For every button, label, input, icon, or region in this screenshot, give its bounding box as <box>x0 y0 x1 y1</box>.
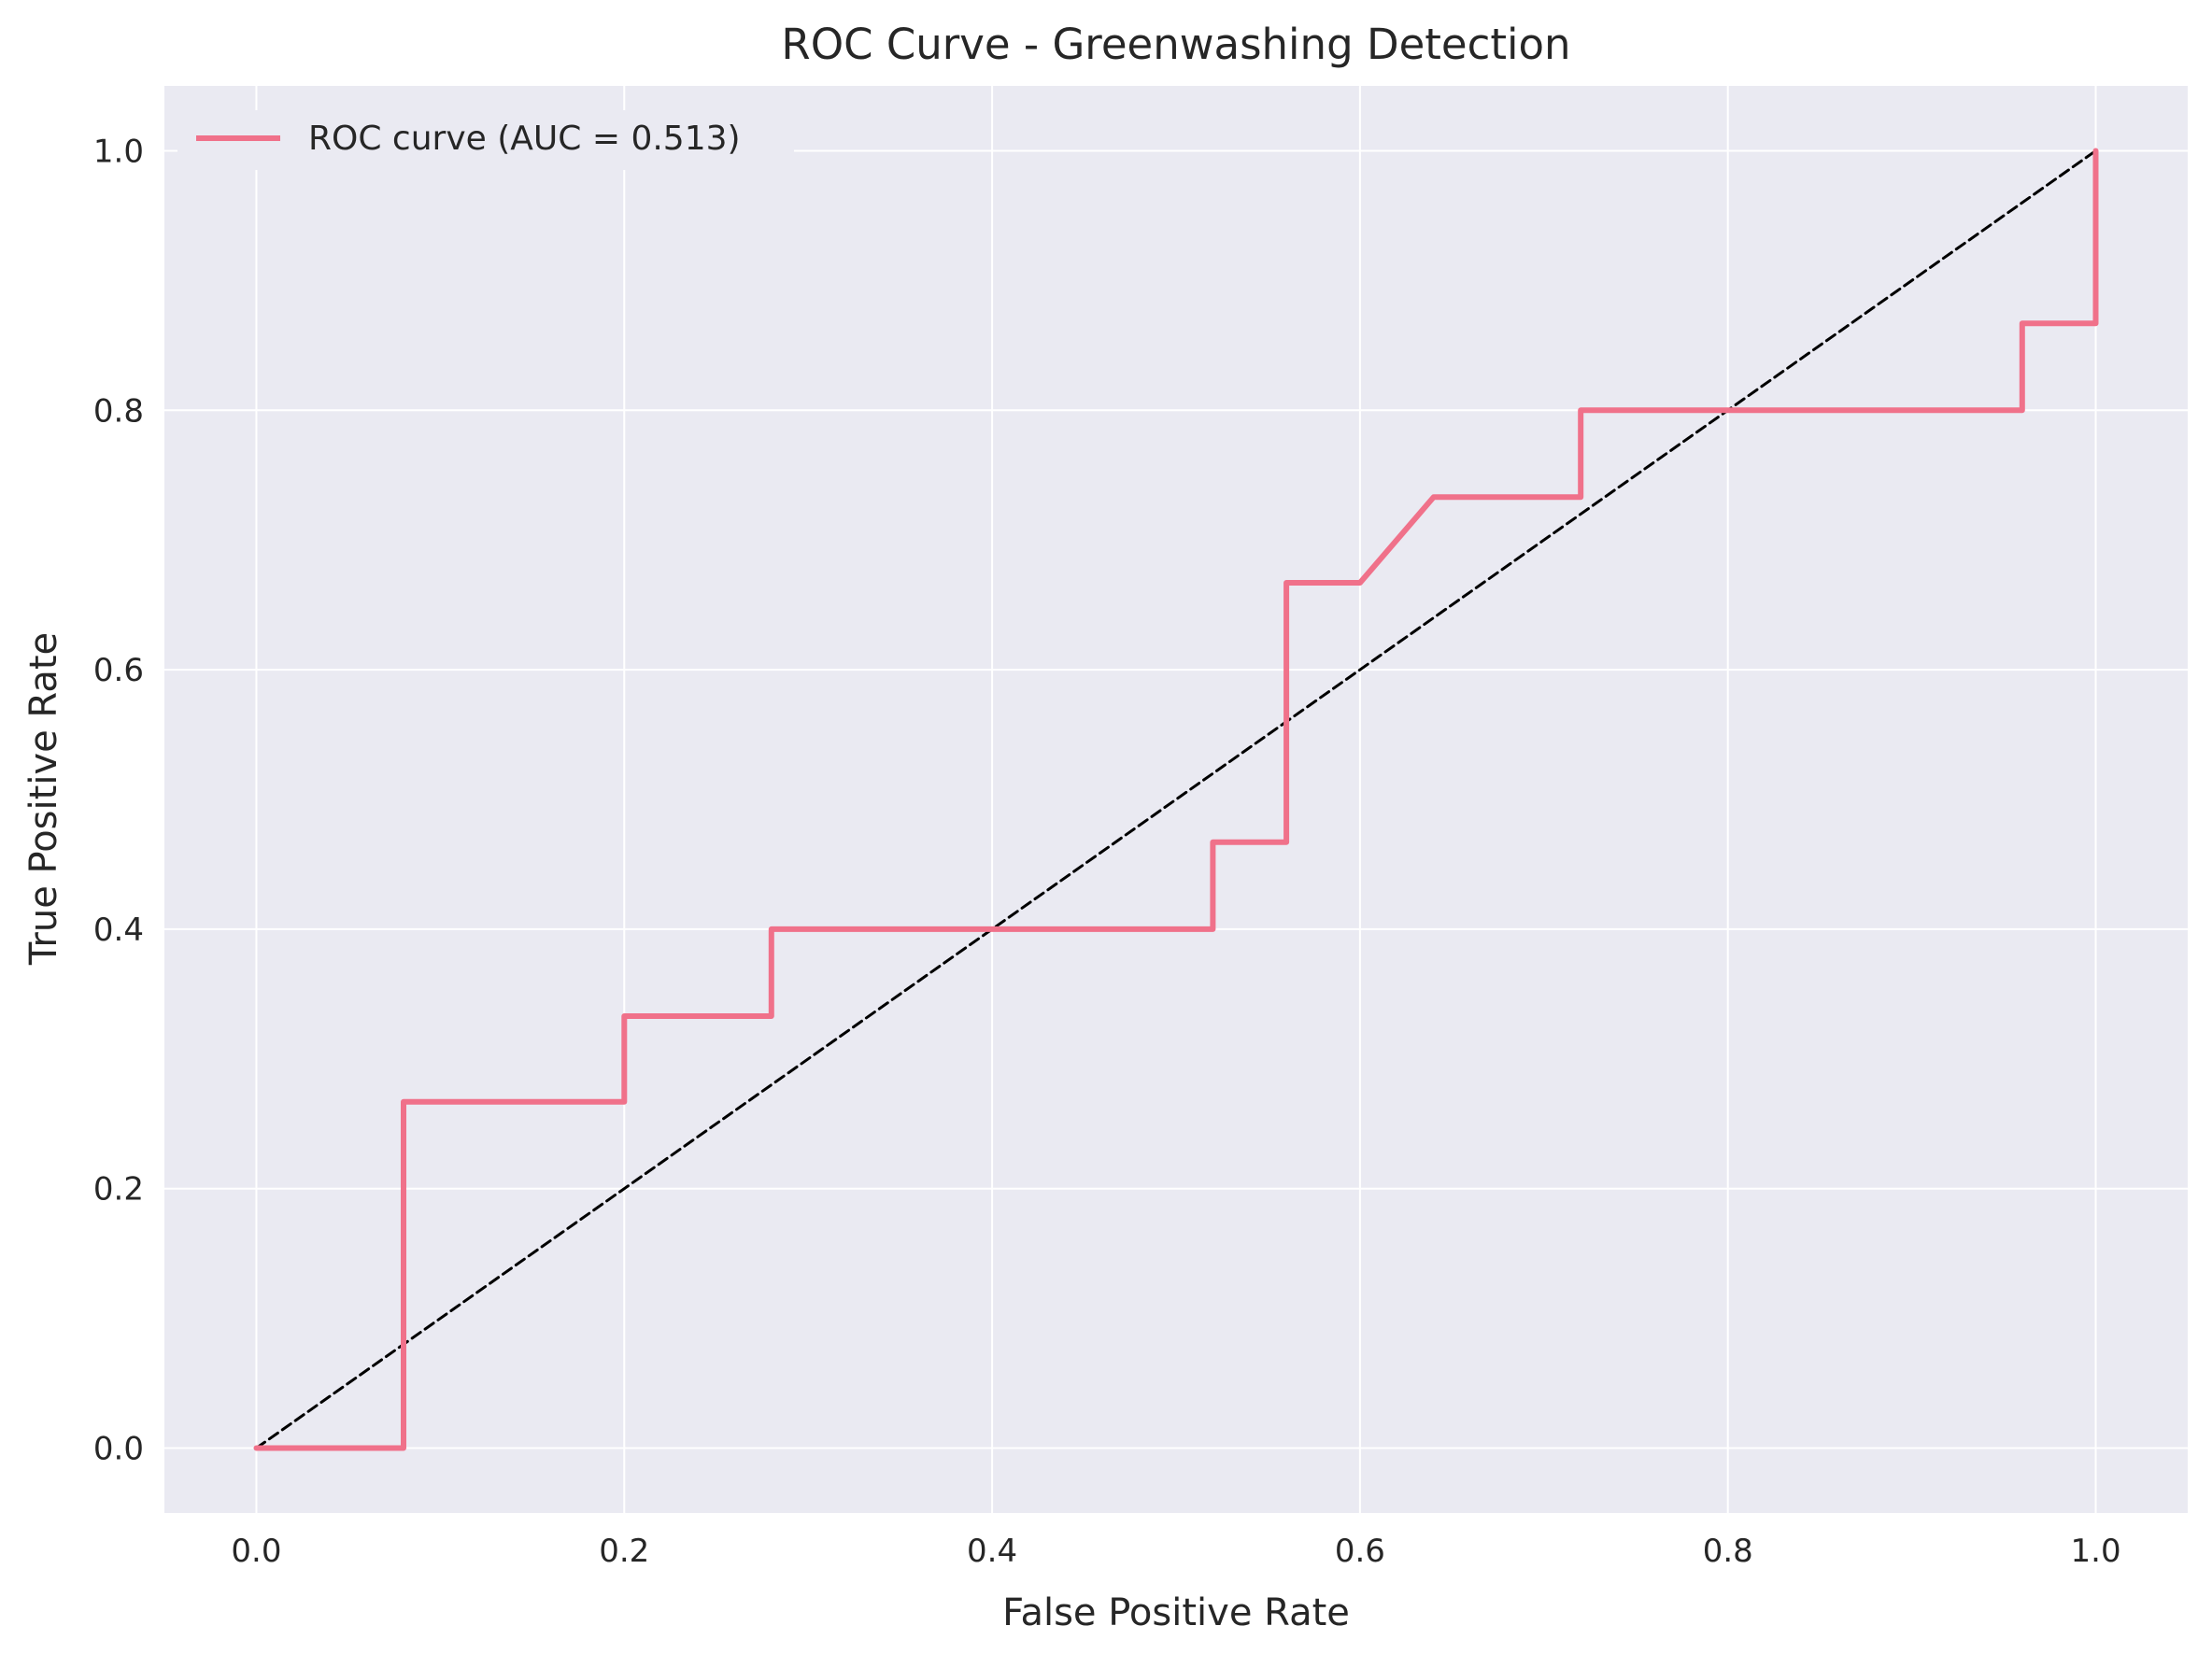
tick-labels: 0.0 0.2 0.4 0.6 0.8 1.0 0.0 0.2 0.4 0.6 0.8 1.0 <box>93 133 2121 1570</box>
legend: ROC curve (AUC = 0.513) <box>177 110 794 170</box>
x-tick-label: 0.2 <box>599 1533 649 1570</box>
y-tick-label: 1.0 <box>93 133 144 170</box>
y-tick-label: 0.8 <box>93 392 144 430</box>
x-tick-label: 0.0 <box>231 1533 281 1570</box>
x-tick-label: 0.8 <box>1703 1533 1753 1570</box>
x-tick-label: 0.6 <box>1335 1533 1385 1570</box>
chart-title: ROC Curve - Greenwashing Detection <box>781 20 1570 69</box>
y-tick-label: 0.6 <box>93 652 144 689</box>
y-axis-label: True Positive Rate <box>22 632 65 966</box>
y-tick-label: 0.0 <box>93 1431 144 1468</box>
x-axis-label: False Positive Rate <box>1002 1591 1350 1634</box>
y-tick-label: 0.4 <box>93 912 144 949</box>
x-tick-label: 0.4 <box>967 1533 1017 1570</box>
roc-curve-line <box>253 148 2099 1451</box>
legend-label-roc: ROC curve (AUC = 0.513) <box>308 120 741 158</box>
chance-diagonal-line <box>255 149 2097 1449</box>
x-tick-label: 1.0 <box>2071 1533 2121 1570</box>
series-layer <box>253 148 2099 1451</box>
y-tick-label: 0.2 <box>93 1171 144 1209</box>
plot-area <box>164 86 2188 1513</box>
